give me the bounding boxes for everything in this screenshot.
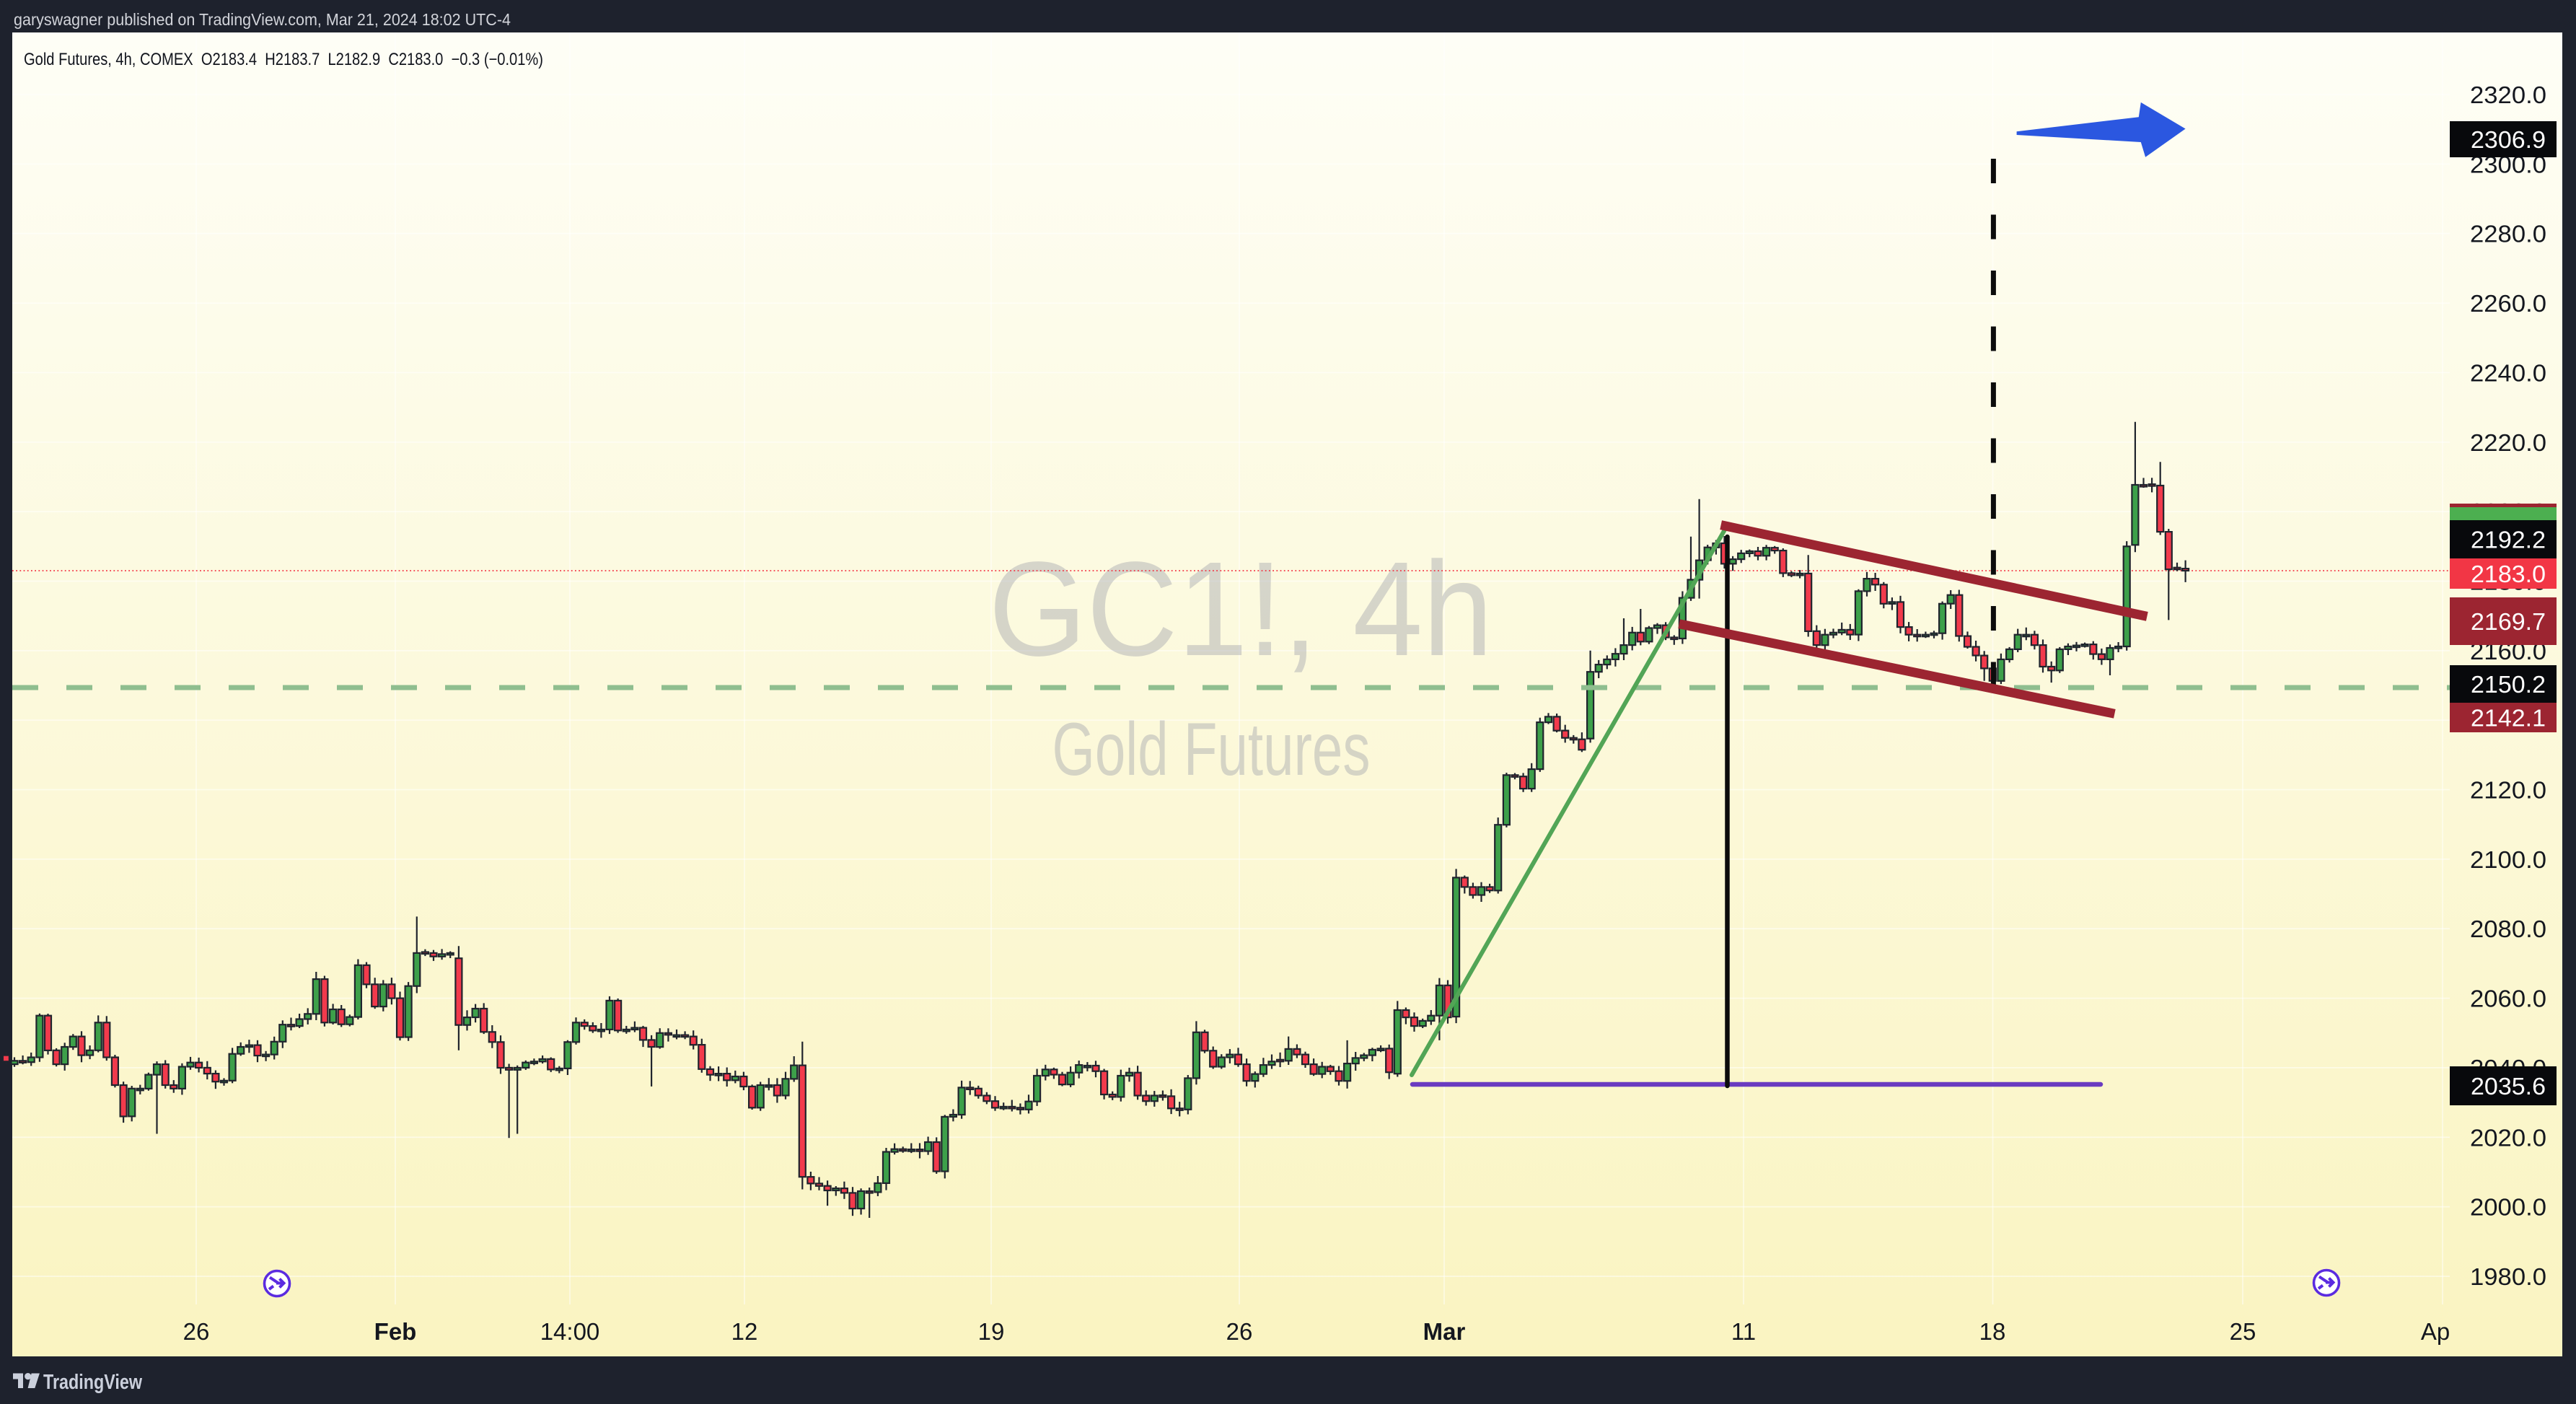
svg-text:2320.0: 2320.0: [2470, 82, 2546, 108]
svg-text:Ap: Ap: [2421, 1318, 2450, 1345]
svg-text:Gold Futures, 4h, COMEX O2183: Gold Futures, 4h, COMEX O2183.4 H2183.7 …: [24, 50, 543, 69]
svg-text:2060.0: 2060.0: [2470, 986, 2546, 1012]
svg-text:2150.2: 2150.2: [2471, 671, 2546, 698]
svg-text:2183.0: 2183.0: [2471, 561, 2546, 587]
svg-text:Feb: Feb: [374, 1318, 417, 1345]
svg-text:2035.6: 2035.6: [2471, 1073, 2546, 1100]
svg-text:12: 12: [731, 1318, 758, 1345]
svg-text:2120.0: 2120.0: [2470, 777, 2546, 804]
svg-text:2220.0: 2220.0: [2470, 429, 2546, 456]
svg-text:2260.0: 2260.0: [2470, 290, 2546, 317]
svg-text:19: 19: [978, 1318, 1005, 1345]
svg-text:2000.0: 2000.0: [2470, 1194, 2546, 1221]
svg-text:Mar: Mar: [1423, 1318, 1466, 1345]
svg-text:garyswagner published on Tradi: garyswagner published on TradingView.com…: [14, 10, 511, 29]
svg-text:GC1!, 4h: GC1!, 4h: [989, 535, 1493, 684]
svg-text:2142.1: 2142.1: [2471, 705, 2546, 732]
svg-text:2280.0: 2280.0: [2470, 221, 2546, 247]
svg-text:2169.7: 2169.7: [2471, 608, 2546, 635]
svg-text:1980.0: 1980.0: [2470, 1263, 2546, 1290]
svg-text:TradingView: TradingView: [43, 1371, 142, 1394]
svg-text:26: 26: [1226, 1318, 1253, 1345]
svg-text:2080.0: 2080.0: [2470, 916, 2546, 942]
svg-text:14:00: 14:00: [540, 1318, 600, 1345]
svg-text:11: 11: [1731, 1318, 1756, 1345]
svg-text:2020.0: 2020.0: [2470, 1124, 2546, 1151]
svg-text:26: 26: [183, 1318, 210, 1345]
svg-text:25: 25: [2230, 1318, 2256, 1345]
svg-text:Gold Futures: Gold Futures: [1052, 708, 1371, 791]
svg-text:2192.2: 2192.2: [2471, 527, 2546, 553]
svg-text:2306.9: 2306.9: [2471, 126, 2546, 153]
svg-text:2240.0: 2240.0: [2470, 359, 2546, 386]
svg-text:18: 18: [1979, 1318, 2006, 1345]
svg-text:2100.0: 2100.0: [2470, 846, 2546, 873]
